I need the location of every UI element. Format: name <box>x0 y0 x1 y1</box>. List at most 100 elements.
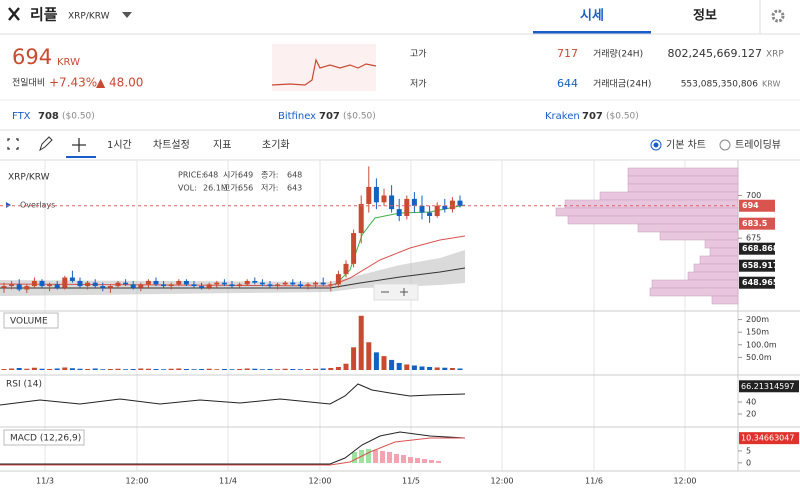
radio-dot <box>653 142 659 148</box>
volume-bar <box>183 368 189 370</box>
radio[interactable] <box>719 139 731 151</box>
exchange-price: 707 <box>319 111 340 122</box>
coin-name: 리플 <box>30 6 58 24</box>
candle-body <box>328 284 334 286</box>
info-value: 649 <box>238 171 253 180</box>
value-tag-label: 10.34663047 <box>741 434 794 443</box>
candle-body <box>1 286 7 288</box>
pane-label-box <box>3 429 85 446</box>
candle-body <box>31 280 37 287</box>
candle-body <box>54 284 60 288</box>
price-tag-label: 658.917 <box>742 261 778 270</box>
candle-body <box>457 200 463 206</box>
x-tick-label: 11/4 <box>219 477 237 486</box>
candle-body <box>100 286 106 288</box>
volume-bar <box>191 369 197 370</box>
volume-bar <box>267 368 273 370</box>
volume-bar <box>62 367 68 370</box>
volume-bar <box>434 367 440 370</box>
volume-bar <box>47 368 53 370</box>
candle-body <box>176 280 182 285</box>
settings-icon[interactable] <box>771 9 785 23</box>
candle-body <box>221 282 227 285</box>
toolbar-item[interactable]: 초기화 <box>262 139 290 151</box>
info-value: 26.1M <box>203 184 228 193</box>
volume-bar <box>1 368 7 370</box>
info-label: PRICE: <box>178 171 204 180</box>
candle-body <box>39 280 45 287</box>
price-tag <box>739 217 775 230</box>
volume-bar <box>69 368 75 370</box>
ma-line <box>0 235 466 287</box>
stat-value: 802,245,669.127 <box>668 47 762 60</box>
logo <box>8 7 20 21</box>
price-unit: KRW <box>57 57 80 68</box>
candle-body <box>199 286 205 288</box>
info-label: 종가: <box>261 171 278 180</box>
volume-bar <box>335 366 341 370</box>
zoom-icons[interactable] <box>381 288 408 296</box>
volume-bar <box>229 369 235 370</box>
candle-body <box>115 282 121 287</box>
pane-label: RSI (14) <box>6 380 42 390</box>
candle-body <box>229 284 235 287</box>
overlays[interactable]: Overlays <box>20 201 55 210</box>
volume-bar <box>16 367 22 370</box>
price-tag-label: 683.5 <box>742 219 768 228</box>
info-value: 643 <box>287 184 302 193</box>
toolbar-item[interactable]: 지표 <box>213 139 231 151</box>
candle-body <box>77 280 83 287</box>
volume-bar <box>31 367 37 370</box>
x-tick-label: 12:00 <box>308 477 331 486</box>
candle-body <box>434 205 440 216</box>
candle-body <box>168 284 174 287</box>
price: 694 <box>12 45 52 69</box>
stat-label: 거래량(24H) <box>593 48 643 60</box>
volume-bar <box>54 368 60 370</box>
y-tick-label: 20 <box>746 410 756 419</box>
candle-body <box>252 280 258 283</box>
mode[interactable]: 기본 차트 <box>666 139 706 151</box>
tab[interactable]: 시세 <box>580 9 604 24</box>
pair: XRP/KRW <box>68 12 110 22</box>
volume-bar <box>92 368 98 370</box>
candle-body <box>320 282 326 285</box>
tab[interactable]: 정보 <box>693 8 717 24</box>
candle-body <box>297 284 303 287</box>
fullscreen-icon[interactable] <box>7 138 19 150</box>
info-label: 고가: <box>223 184 240 193</box>
candle-body <box>62 277 68 288</box>
zoom-control[interactable] <box>373 283 419 301</box>
macd-line <box>0 431 466 465</box>
candle-body <box>244 280 250 285</box>
value-tag <box>739 380 799 393</box>
candle-body <box>9 284 15 287</box>
candle-body <box>419 205 425 213</box>
stat-label: 고가 <box>410 49 427 60</box>
info-value: 648 <box>203 171 218 180</box>
volume-bar <box>419 366 425 370</box>
volume-bar <box>252 368 258 370</box>
candle-body <box>85 282 91 287</box>
stat-unit: XRP <box>766 50 784 60</box>
volume-bar <box>138 368 144 370</box>
dropdown[interactable] <box>122 12 132 18</box>
candle-body <box>275 284 281 287</box>
y-tick-label: 700 <box>746 191 761 200</box>
toolbar-item[interactable]: 차트설정 <box>153 139 190 151</box>
draw-icon[interactable] <box>39 136 53 152</box>
volume-bar <box>328 367 334 370</box>
toolbar-item[interactable]: 1시간 <box>107 139 132 151</box>
crosshair-icon[interactable] <box>72 138 86 152</box>
mode[interactable]: 트레이딩뷰 <box>735 139 781 151</box>
rsi-line <box>0 383 466 406</box>
overlay-arrow[interactable] <box>6 202 11 208</box>
volume-profile <box>555 167 739 305</box>
info-label: 시가: <box>223 171 240 180</box>
volume-bar <box>123 369 129 370</box>
candle-body <box>404 198 410 216</box>
radio[interactable] <box>650 139 662 151</box>
volume-bar <box>351 347 357 370</box>
volume-bar <box>320 368 326 370</box>
